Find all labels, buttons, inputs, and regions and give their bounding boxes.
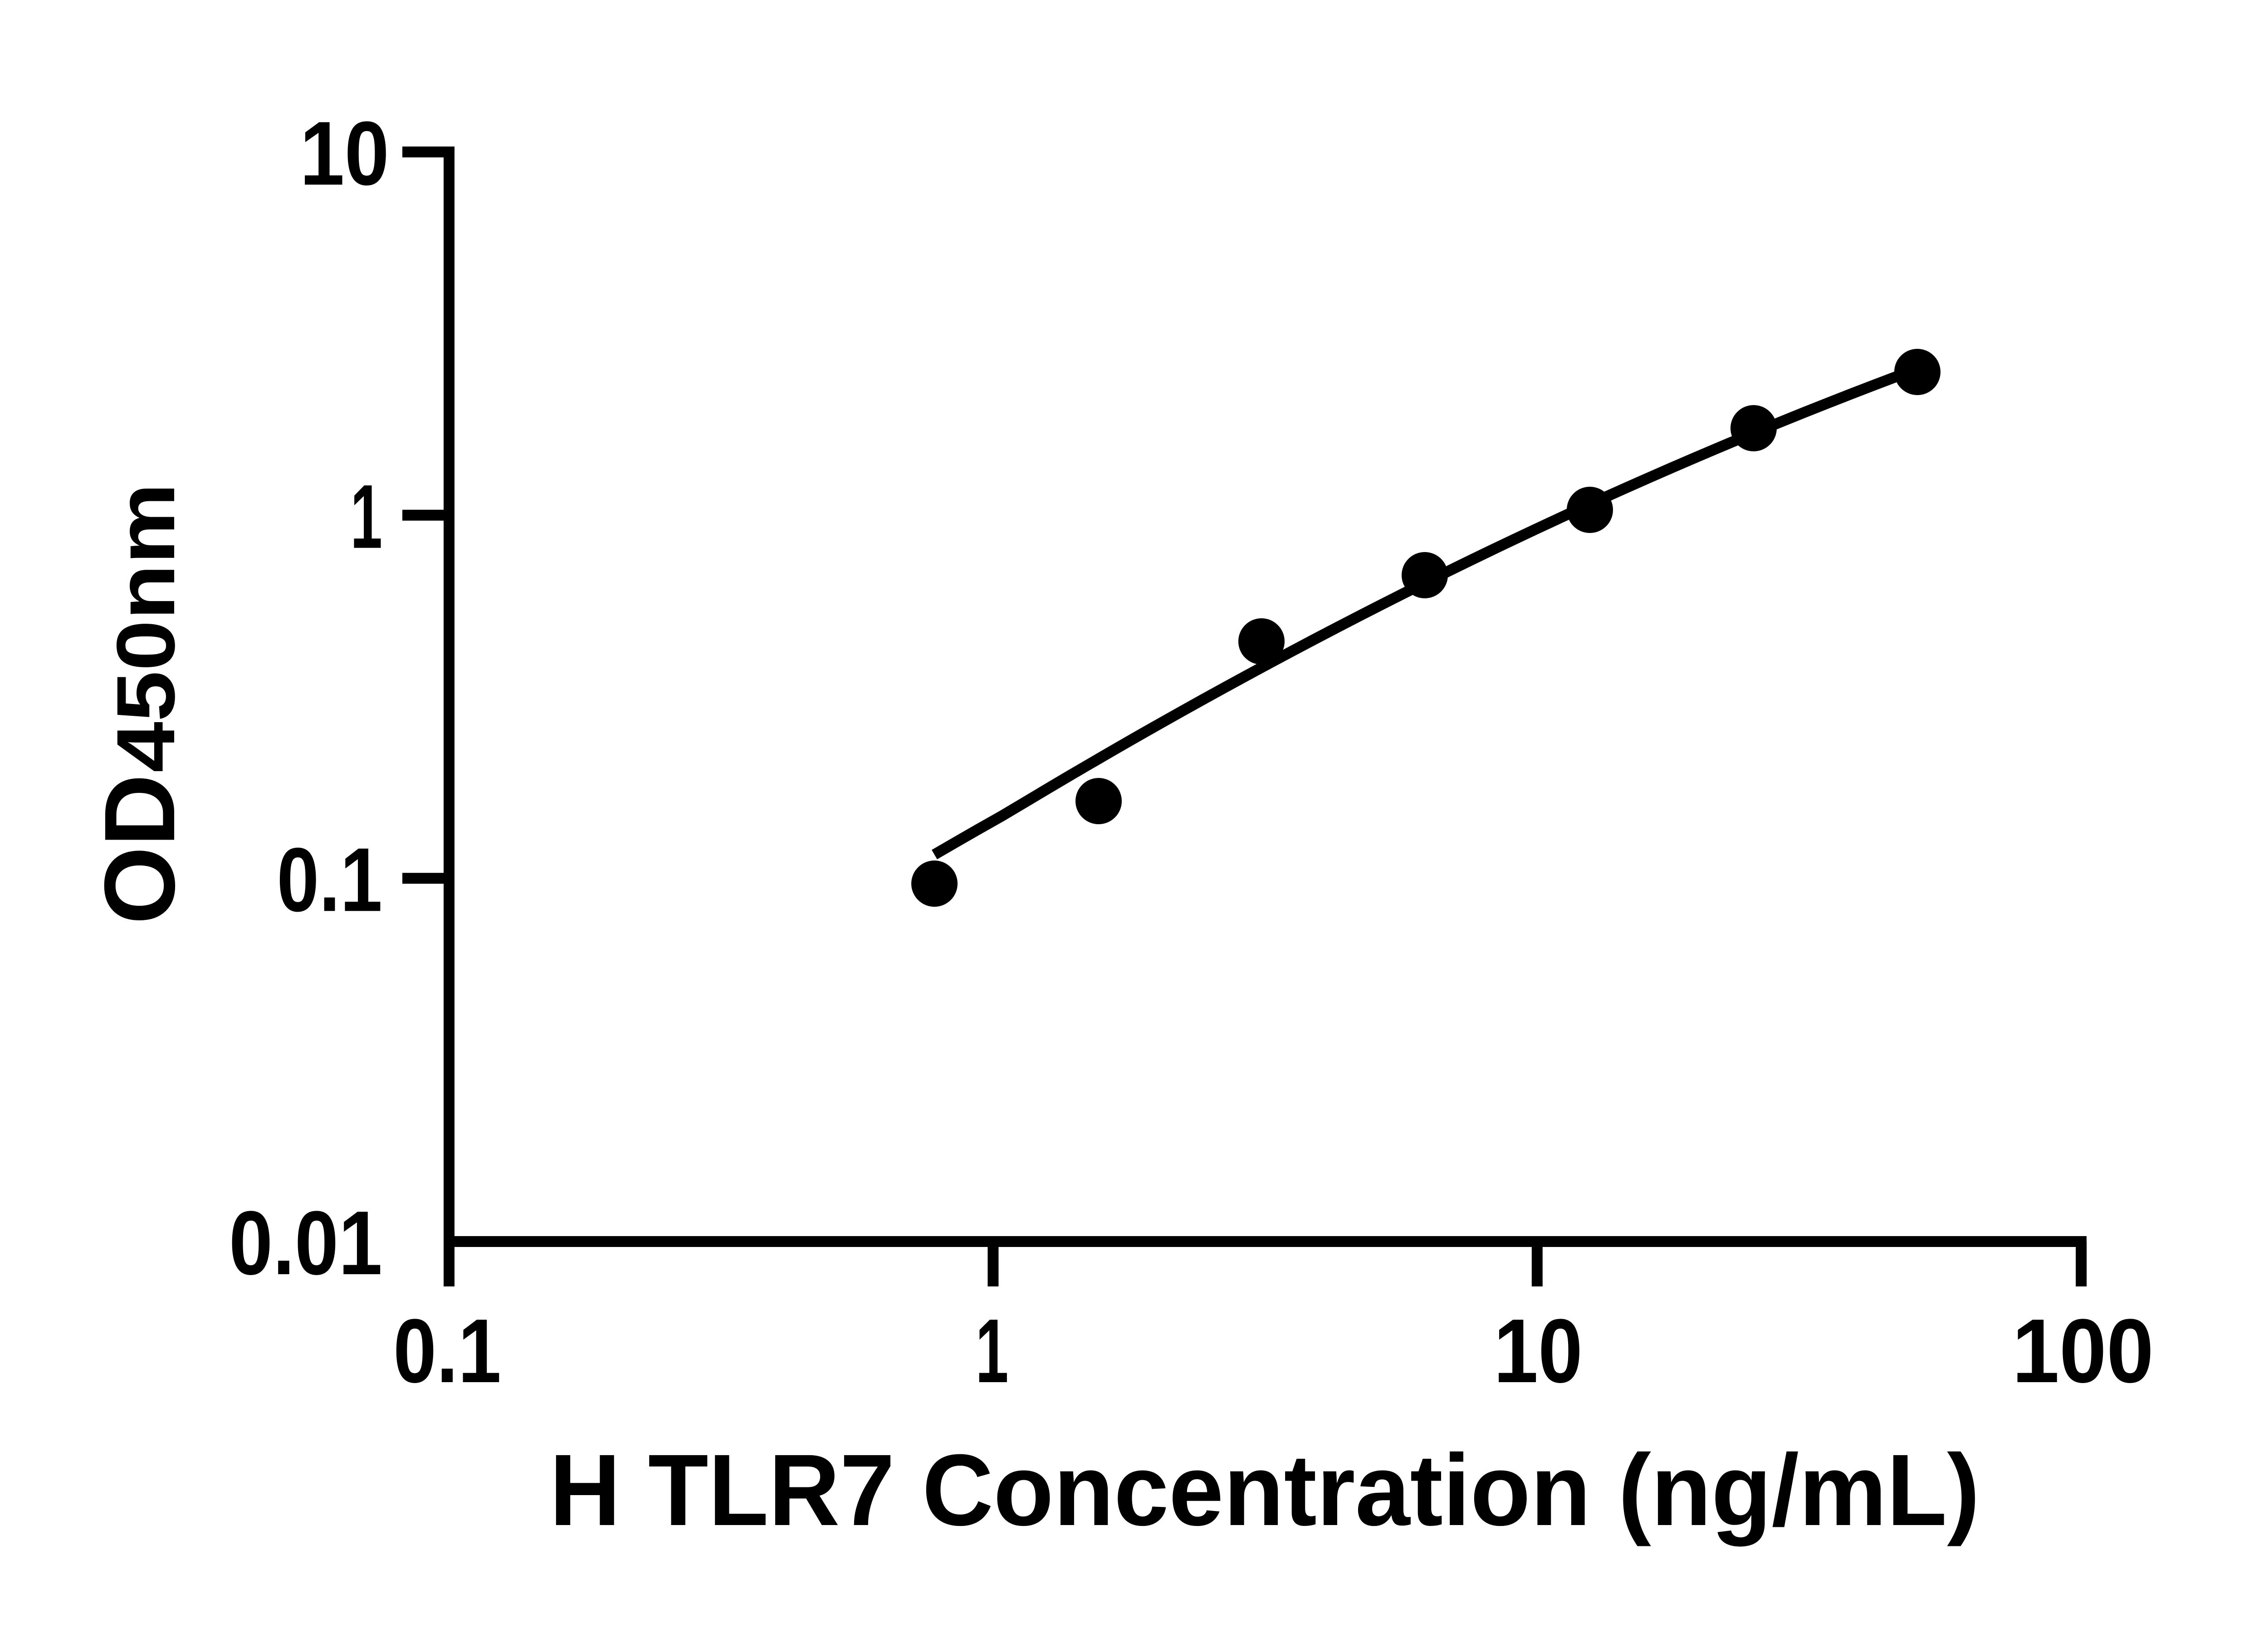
svg-text:0.1: 0.1 [393, 1301, 501, 1402]
svg-text:0.01: 0.01 [229, 1192, 382, 1294]
svg-text:1: 1 [976, 1300, 1009, 1401]
svg-text:H TLR7 Concentration (ng/mL): H TLR7 Concentration (ng/mL) [549, 1433, 1980, 1547]
svg-text:450nm: 450nm [99, 483, 192, 772]
svg-text:10: 10 [300, 103, 389, 204]
svg-text:100: 100 [2012, 1301, 2154, 1402]
svg-text:OD: OD [83, 774, 196, 925]
svg-text:0.1: 0.1 [277, 829, 382, 930]
svg-text:1: 1 [350, 466, 382, 567]
svg-text:10: 10 [1494, 1300, 1583, 1402]
